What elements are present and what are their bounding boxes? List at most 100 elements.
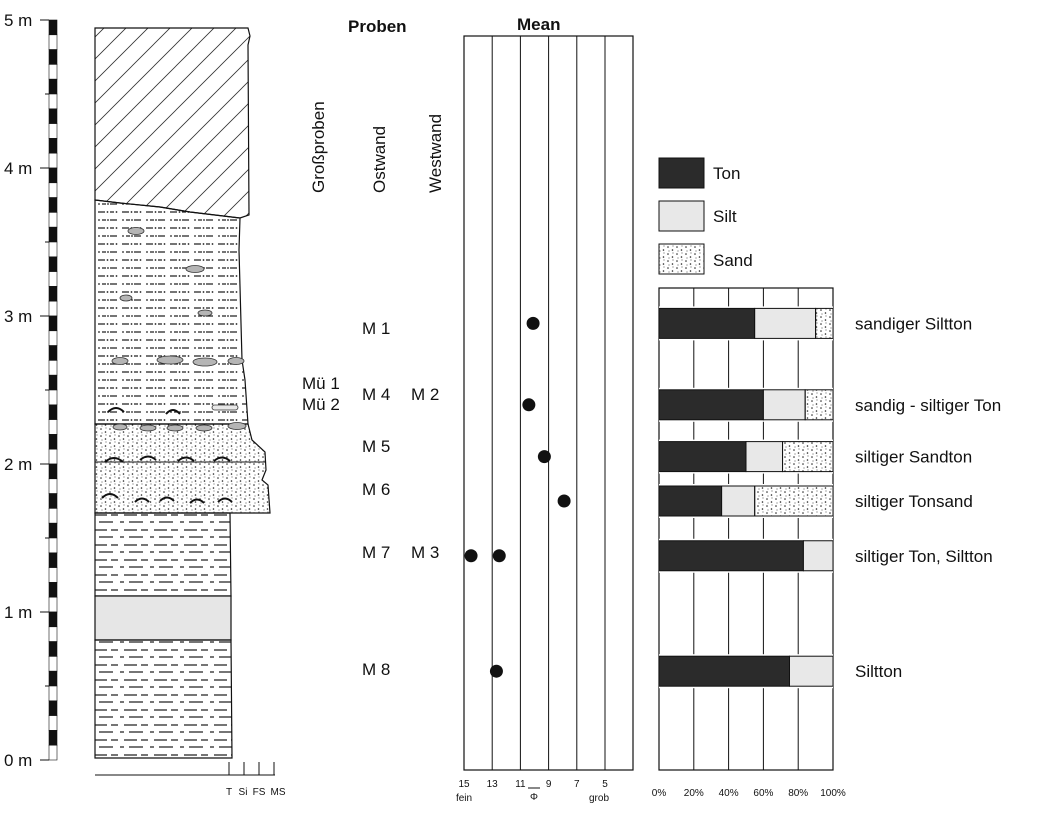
classification-label: Siltton <box>855 662 902 681</box>
scale-segment <box>48 744 58 761</box>
scale-segment <box>48 730 58 746</box>
scale-segment <box>48 34 58 50</box>
sample-label-m8: M 8 <box>362 660 390 679</box>
scale-segment <box>48 330 58 346</box>
bar-segment-silt <box>802 540 834 572</box>
legend-label-ton: Ton <box>713 164 740 183</box>
sample-label-m7: M 7 <box>362 543 390 562</box>
scale-segment <box>48 108 58 124</box>
pct-tick-label: 100% <box>820 788 846 799</box>
bar-segment-silt <box>789 655 834 687</box>
scale-segment <box>48 315 58 332</box>
scale-segment <box>48 493 58 509</box>
bar-segment-silt <box>745 441 784 473</box>
lithology-column <box>94 27 271 759</box>
lith-top-hatched <box>94 27 251 219</box>
scale-segment <box>48 404 58 420</box>
scale-segment <box>48 582 58 598</box>
bar-segment-silt <box>721 485 756 517</box>
scale-tick-label: 5 m <box>4 11 32 30</box>
sample-label-m5: M 5 <box>362 437 390 456</box>
lith-silty-sand <box>94 423 271 514</box>
bar-segment-ton <box>658 389 764 421</box>
legend-label-sand: Sand <box>713 251 753 270</box>
mean-chart: 15 13 11 9 7 5 fein grob Φ <box>456 35 634 804</box>
scale-tick-label: 0 m <box>4 751 32 770</box>
scale-segment <box>48 508 58 524</box>
scale-segment <box>48 49 58 65</box>
mean-point <box>492 549 506 563</box>
scale-segment <box>48 611 58 628</box>
scale-segment <box>48 537 58 554</box>
depth-scale-labels: 0 m 1 m 2 m 3 m 4 m 5 m <box>4 11 49 770</box>
lith-concretions <box>111 227 247 432</box>
pct-tick-label: 60% <box>753 788 773 799</box>
legend-label-silt: Silt <box>713 207 737 226</box>
proben-header: Proben <box>348 17 407 36</box>
scale-segment <box>48 300 58 317</box>
scale-segment <box>48 271 58 287</box>
scale-segment <box>48 286 58 302</box>
depth-scale-bar <box>48 19 58 761</box>
grain-size-axis: T Si FS MS <box>95 762 286 798</box>
bar-chart-frame <box>658 287 834 771</box>
scale-segment <box>48 152 58 169</box>
grain-composition-chart: 0% 20% 40% 60% 80% 100% sandiger Siltton sandig… <box>652 287 1001 799</box>
scale-segment <box>48 64 58 80</box>
scale-segment <box>48 345 58 361</box>
bar-segment-ton <box>658 441 747 473</box>
grain-label-t: T <box>226 787 232 798</box>
phi-tick-label: 15 <box>458 779 470 790</box>
pct-tick-label: 20% <box>684 788 704 799</box>
mean-header: Mean <box>517 15 560 34</box>
scale-segment <box>48 478 58 494</box>
grain-label-fs: FS <box>253 787 266 798</box>
grain-label-si: Si <box>239 787 248 798</box>
scale-tick-label: 3 m <box>4 307 32 326</box>
sample-label-m4: M 4 <box>362 385 390 404</box>
group-label-grossproben: Großproben <box>309 101 328 193</box>
lith-silt-layer <box>94 595 232 641</box>
scale-segment <box>48 434 58 450</box>
scale-segment <box>48 212 58 228</box>
mean-point <box>464 549 478 563</box>
scale-segment <box>48 596 58 613</box>
phi-tick-label: 13 <box>487 779 499 790</box>
scale-segment <box>48 256 58 272</box>
scale-segment <box>48 641 58 657</box>
bar-segment-ton <box>658 307 756 339</box>
scale-segment <box>48 226 58 243</box>
phi-symbol: Φ <box>530 792 538 803</box>
scale-segment <box>48 670 58 687</box>
scale-segment <box>48 78 58 95</box>
phi-tick-label: 5 <box>602 779 608 790</box>
lith-shell-fragments <box>101 407 233 504</box>
grain-label-ms: MS <box>271 787 286 798</box>
scale-segment <box>48 522 58 539</box>
legend-swatch-ton <box>658 157 705 189</box>
bar-segment-sand <box>815 307 834 339</box>
group-label-westwand: Westwand <box>426 114 445 193</box>
scale-tick-label: 4 m <box>4 159 32 178</box>
bar-segment-sand <box>754 485 834 517</box>
mean-point <box>537 450 551 464</box>
bar-segment-sand <box>782 441 834 473</box>
bar-segment-sand <box>804 389 834 421</box>
mean-point <box>557 494 571 508</box>
scale-segment <box>48 389 58 406</box>
legend-swatch-silt <box>658 200 705 232</box>
scale-tick-label: 2 m <box>4 455 32 474</box>
sample-label-m6: M 6 <box>362 480 390 499</box>
legend-swatch-sand <box>658 243 705 275</box>
classification-label: siltiger Tonsand <box>855 492 973 511</box>
scale-segment <box>48 374 58 391</box>
scale-segment <box>48 626 58 642</box>
phi-coarse-label: grob <box>589 793 609 804</box>
pct-tick-label: 80% <box>788 788 808 799</box>
classification-label: siltiger Sandton <box>855 448 972 467</box>
classification-label: sandig - siltiger Ton <box>855 396 1001 415</box>
scale-segment <box>48 700 58 716</box>
mean-point <box>526 316 540 330</box>
scale-segment <box>48 463 58 480</box>
sample-label-mu1: Mü 1 <box>302 374 340 393</box>
